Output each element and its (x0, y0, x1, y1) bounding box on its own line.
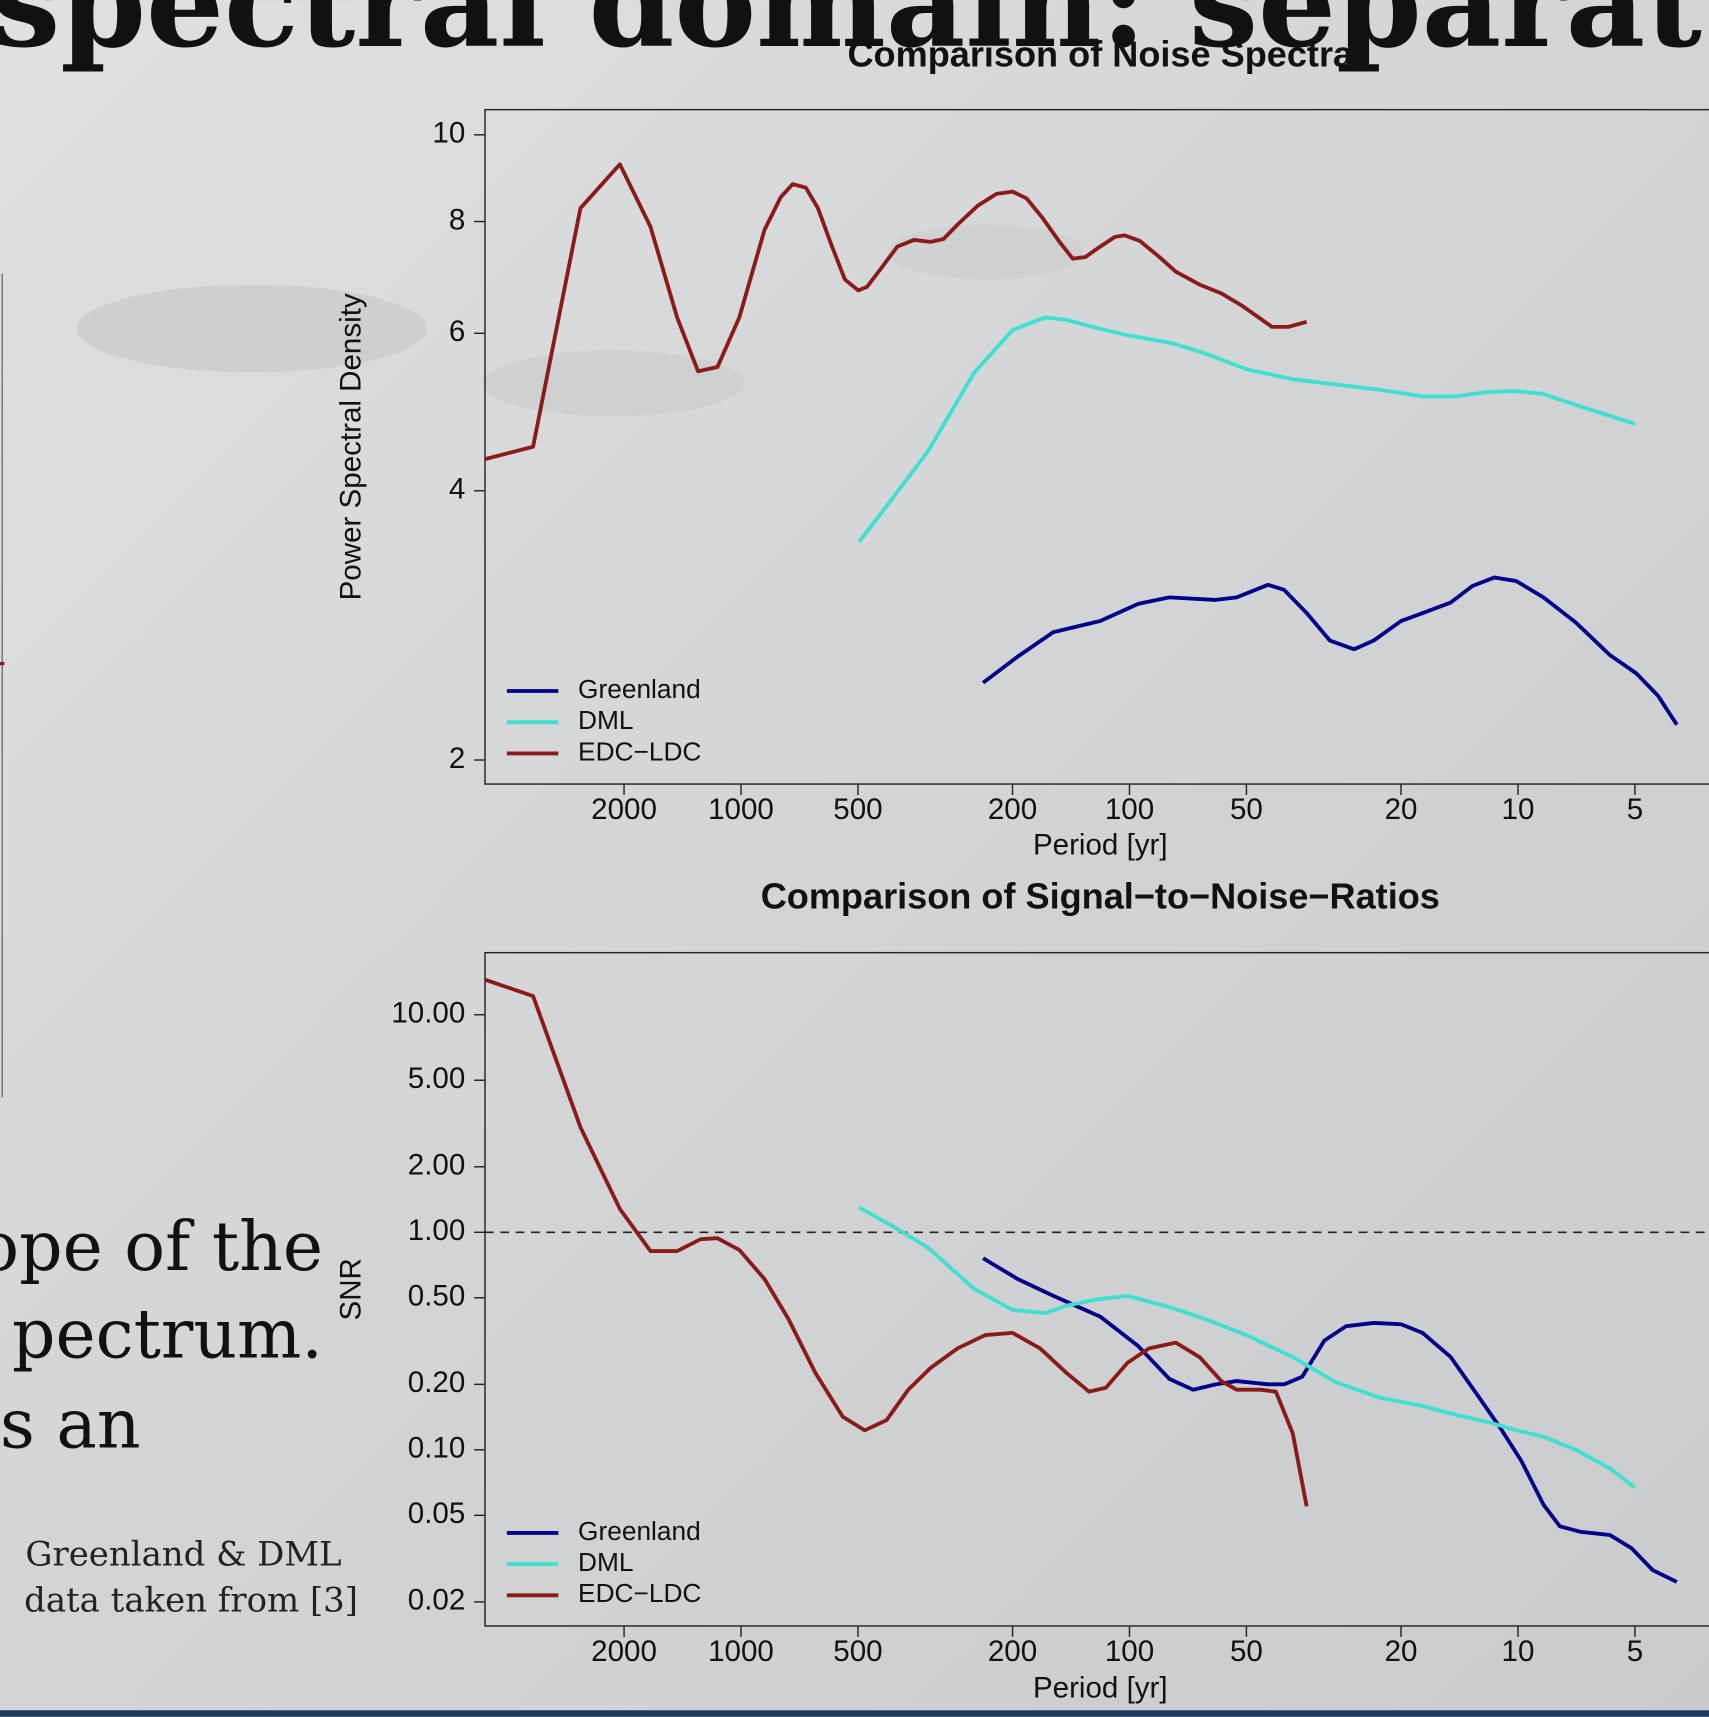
citation: data taken from [3] (24, 1582, 358, 1621)
x-tick-label: 1000 (708, 793, 774, 826)
y-tick-label: 6 (449, 315, 465, 348)
legend-label: Greenland (578, 1516, 701, 1546)
y-tick-label: 2.00 (408, 1149, 466, 1182)
x-axis-label: Period [yr] (1033, 1671, 1168, 1704)
y-tick-label: 5.00 (408, 1062, 466, 1095)
slide: spectral domain: separat ope of the pect… (0, 0, 1709, 1717)
chart-title: Comparison of Signal−to−Noise−Ratios (761, 876, 1440, 917)
body-text: ope of the (0, 1208, 323, 1287)
x-tick-label: 20 (1385, 1635, 1418, 1668)
y-tick-label: 8 (449, 203, 465, 236)
y-tick-label: 0.50 (408, 1280, 466, 1313)
snow-shade (482, 351, 745, 417)
chart-title: Comparison of Noise Spectra (847, 34, 1354, 75)
x-tick-label: 50 (1230, 793, 1263, 826)
x-tick-label: 5 (1627, 1635, 1643, 1668)
x-tick-label: 50 (1230, 1635, 1263, 1668)
x-tick-label: 500 (833, 793, 882, 826)
legend-label: DML (578, 1547, 633, 1577)
page: {"slide": {"title": "spectral domain: se… (0, 0, 1709, 1717)
x-tick-label: 20 (1385, 793, 1418, 826)
y-tick-label: 0.20 (408, 1366, 466, 1399)
x-tick-label: 2000 (591, 793, 657, 826)
y-tick-label: 4 (449, 473, 465, 506)
y-tick-label: 0.02 (408, 1584, 466, 1617)
x-tick-label: 200 (988, 793, 1037, 826)
legend-label: Greenland (578, 674, 701, 704)
y-tick-label: 2 (449, 742, 465, 775)
background (0, 0, 1709, 1717)
x-tick-label: 500 (833, 1635, 882, 1668)
y-tick-label: 10.00 (391, 997, 465, 1030)
snow-shade (77, 285, 427, 373)
y-tick-label: 0.05 (408, 1497, 466, 1530)
x-tick-label: 1000 (708, 1635, 774, 1668)
x-tick-label: 100 (1105, 793, 1154, 826)
body-text: s an (0, 1386, 141, 1465)
y-tick-label: 1.00 (408, 1214, 466, 1247)
x-tick-label: 5 (1627, 793, 1643, 826)
x-tick-label: 2000 (591, 1635, 657, 1668)
y-axis-label: Power Spectral Density (334, 293, 367, 600)
x-tick-label: 10 (1502, 1635, 1535, 1668)
legend-label: EDC−LDC (578, 1578, 701, 1608)
legend-label: DML (578, 705, 633, 735)
x-tick-label: 200 (988, 1635, 1037, 1668)
legend-label: EDC−LDC (578, 736, 701, 766)
citation: Greenland & DML (25, 1536, 341, 1575)
y-axis-label: SNR (334, 1258, 367, 1320)
footer-bar (0, 1710, 1709, 1717)
body-text: pectrum. (12, 1296, 323, 1375)
y-tick-label: 0.10 (408, 1432, 466, 1465)
x-tick-label: 100 (1105, 1635, 1154, 1668)
x-axis-label: Period [yr] (1033, 828, 1168, 861)
y-tick-label: 10 (432, 117, 465, 150)
x-tick-label: 10 (1502, 793, 1535, 826)
